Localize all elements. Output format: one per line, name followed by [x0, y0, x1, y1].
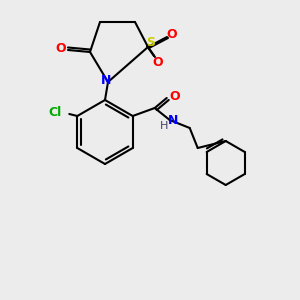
Text: O: O [153, 56, 163, 70]
Text: N: N [101, 74, 111, 86]
Text: S: S [146, 35, 155, 49]
Text: O: O [167, 28, 177, 41]
Text: O: O [56, 41, 66, 55]
Text: N: N [167, 113, 178, 127]
Text: O: O [169, 89, 180, 103]
Text: H: H [160, 121, 168, 131]
Text: Cl: Cl [49, 106, 62, 118]
